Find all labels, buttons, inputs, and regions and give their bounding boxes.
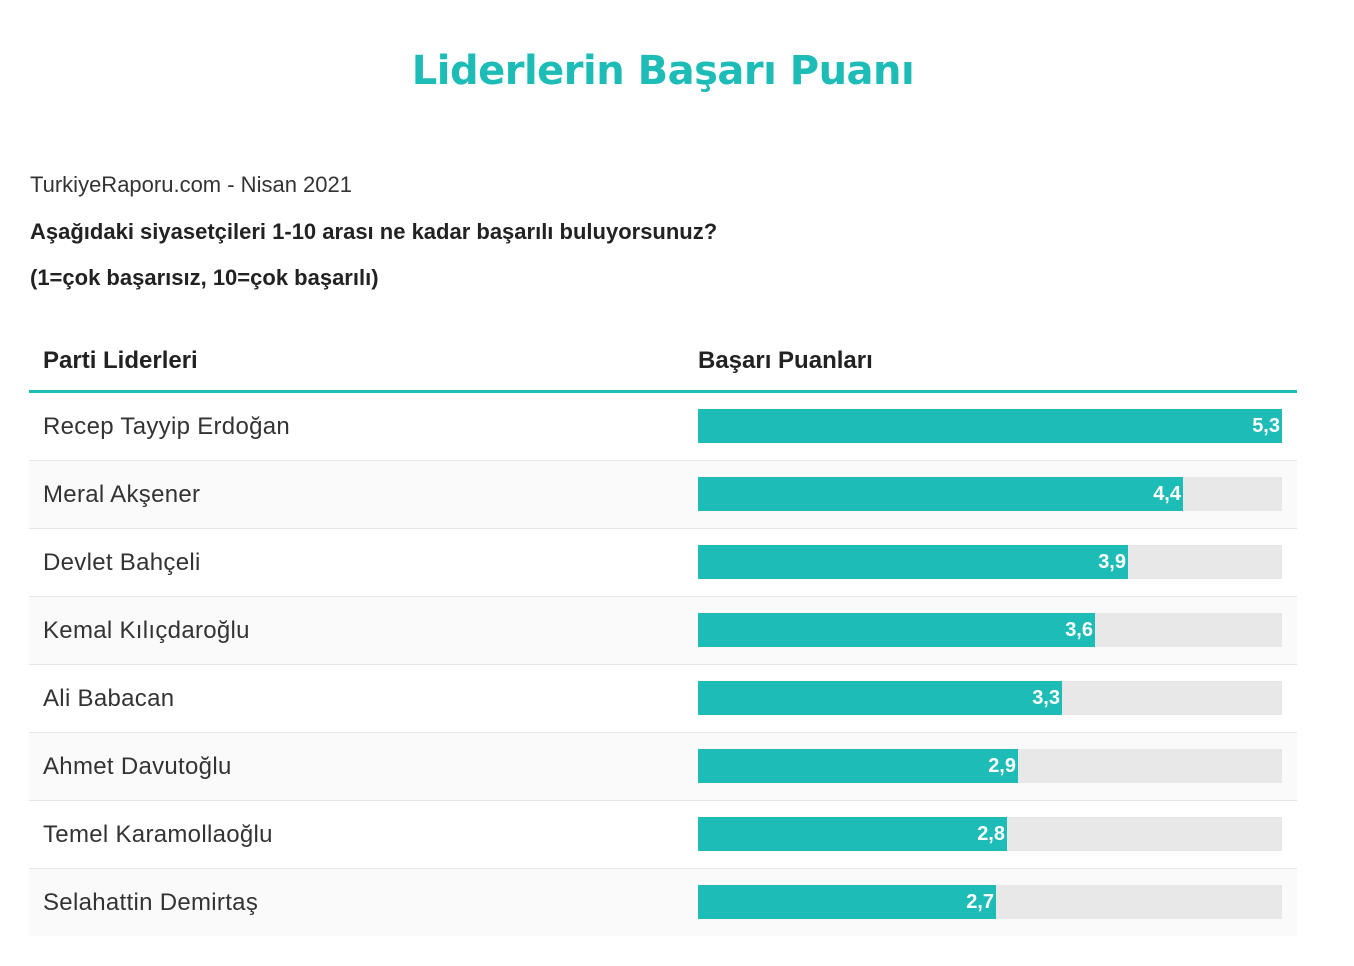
bar-track: 2,8: [698, 817, 1282, 851]
bar-track: 2,7: [698, 885, 1282, 919]
bar: 3,9: [698, 545, 1128, 579]
bar-value-label: 2,8: [977, 823, 1005, 845]
bar-value-label: 3,9: [1098, 551, 1126, 573]
table-row: Kemal Kılıçdaroğlu 3,6: [29, 597, 1297, 665]
table-row: Recep Tayyip Erdoğan 5,3: [29, 393, 1297, 461]
bar-value-label: 3,6: [1065, 619, 1093, 641]
bar: 3,6: [698, 613, 1095, 647]
bar: 5,3: [698, 409, 1282, 443]
bar-value-label: 2,7: [966, 891, 994, 913]
leader-name: Recep Tayyip Erdoğan: [43, 413, 291, 440]
table-row: Selahattin Demirtaş 2,7: [29, 869, 1297, 936]
table-row: Devlet Bahçeli 3,9: [29, 529, 1297, 597]
table-row: Meral Akşener 4,4: [29, 461, 1297, 529]
leader-name: Kemal Kılıçdaroğlu: [43, 617, 250, 644]
bar: 2,8: [698, 817, 1007, 851]
bar-track: 3,9: [698, 545, 1282, 579]
bar: 2,7: [698, 885, 996, 919]
survey-question: Aşağıdaki siyasetçileri 1-10 arası ne ka…: [30, 219, 718, 244]
chart-title: Liderlerin Başarı Puanı: [411, 48, 915, 94]
bar: 2,9: [698, 749, 1018, 783]
column-header-scores: Başarı Puanları: [698, 347, 873, 374]
bar-value-label: 5,3: [1252, 415, 1280, 437]
leader-name: Ali Babacan: [43, 685, 175, 712]
bar-track: 4,4: [698, 477, 1282, 511]
bar-track: 3,6: [698, 613, 1282, 647]
bar-track: 5,3: [698, 409, 1282, 443]
leader-name: Devlet Bahçeli: [43, 549, 201, 576]
bar-track: 2,9: [698, 749, 1282, 783]
column-header-leaders: Parti Liderleri: [43, 347, 198, 374]
table-header: Parti Liderleri Başarı Puanları: [29, 330, 1297, 393]
source-line: TurkiyeRaporu.com - Nisan 2021: [30, 172, 352, 197]
bar-track: 3,3: [698, 681, 1282, 715]
bar: 4,4: [698, 477, 1183, 511]
bar: 3,3: [698, 681, 1062, 715]
table-row: Temel Karamollaoğlu 2,8: [29, 801, 1297, 869]
bar-value-label: 2,9: [988, 755, 1016, 777]
bar-value-label: 4,4: [1153, 483, 1181, 505]
leader-name: Selahattin Demirtaş: [43, 889, 259, 916]
bar-value-label: 3,3: [1032, 687, 1060, 709]
table-row: Ahmet Davutoğlu 2,9: [29, 733, 1297, 801]
leader-name: Temel Karamollaoğlu: [43, 821, 273, 848]
leader-name: Meral Akşener: [43, 481, 201, 508]
table-row: Ali Babacan 3,3: [29, 665, 1297, 733]
bar-table: Parti Liderleri Başarı Puanları Recep Ta…: [29, 330, 1297, 936]
table-body: Recep Tayyip Erdoğan 5,3 Meral Akşener 4,4 D…: [29, 393, 1297, 936]
leader-name: Ahmet Davutoğlu: [43, 753, 232, 780]
scale-note: (1=çok başarısız, 10=çok başarılı): [30, 265, 379, 290]
